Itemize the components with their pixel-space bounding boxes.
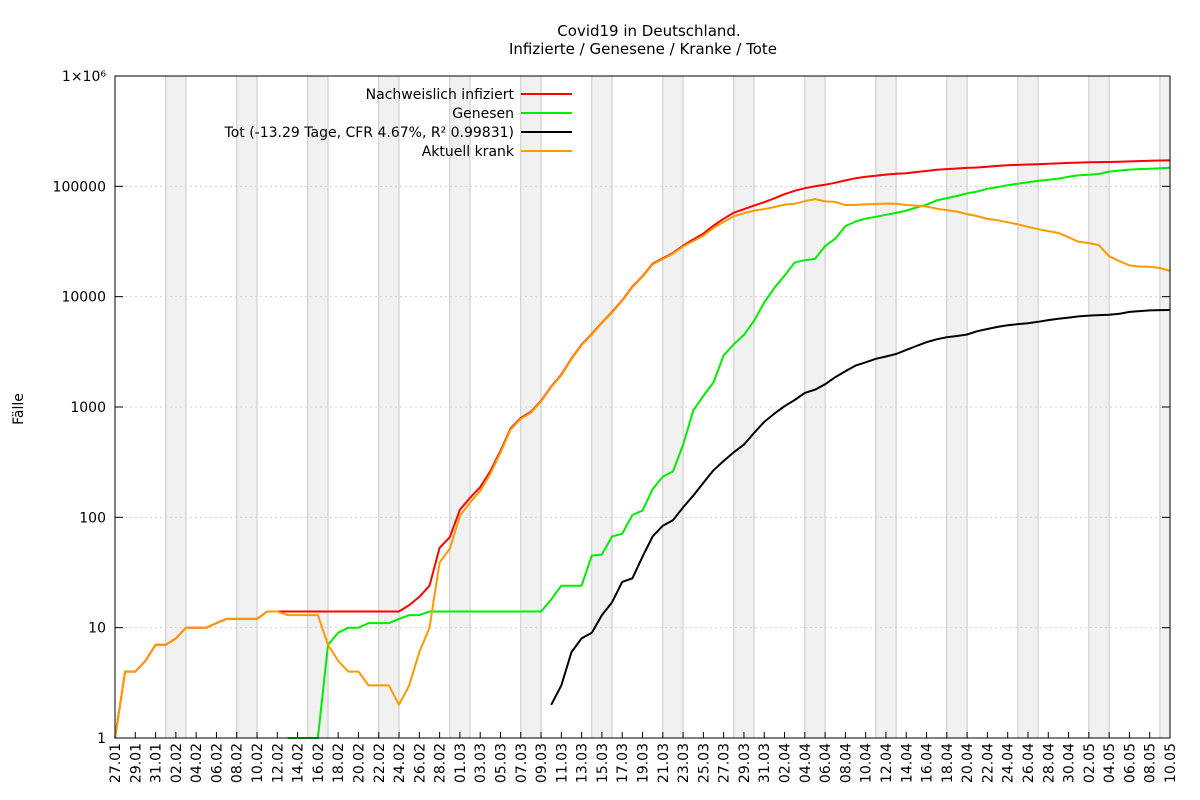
weekend-band	[1088, 76, 1110, 738]
y-tick-label: 10000	[61, 290, 106, 306]
x-tick-label: 27.03	[717, 743, 733, 783]
weekend-band	[804, 76, 826, 738]
x-tick-label: 02.04	[778, 743, 794, 783]
x-tick-label: 08.04	[838, 743, 854, 783]
x-tick-label: 14.02	[291, 743, 307, 783]
x-tick-label: 04.05	[1102, 743, 1118, 783]
x-tick-label: 04.04	[798, 743, 814, 783]
x-tick-label: 19.03	[636, 743, 652, 783]
x-tick-label: 16.04	[920, 743, 936, 783]
weekend-band	[1017, 76, 1039, 738]
x-tick-label: 22.04	[980, 743, 996, 783]
y-tick-label: 10	[88, 621, 106, 637]
legend-label-2: Tot (-13.29 Tage, CFR 4.67%, R² 0.99831)	[224, 125, 514, 141]
y-grid	[115, 75, 1170, 739]
x-tick-label: 26.04	[1021, 743, 1037, 783]
x-tick-label: 12.04	[879, 743, 895, 783]
x-tick-label: 23.03	[676, 743, 692, 783]
y-tick-label: 100	[79, 510, 106, 526]
x-tick-label: 14.04	[899, 743, 915, 783]
x-tick-label: 07.03	[514, 743, 530, 783]
x-tick-label: 10.02	[250, 743, 266, 783]
y-axis-label: Fälle	[11, 393, 27, 425]
x-tick-label: 27.01	[108, 743, 124, 783]
x-tick-label: 08.02	[230, 743, 246, 783]
x-tick-label: 28.04	[1041, 743, 1057, 783]
x-tick-label: 24.02	[392, 743, 408, 783]
x-tick-label: 13.03	[575, 743, 591, 783]
x-tick-label: 01.03	[453, 743, 469, 783]
x-tick-label: 31.01	[149, 743, 165, 783]
weekend-band	[378, 76, 400, 738]
series-lines	[114, 159, 1171, 739]
x-tick-label: 15.03	[595, 743, 611, 783]
x-tick-label: 11.03	[554, 743, 570, 783]
x-tick-label: 26.02	[412, 743, 428, 783]
x-tick-label: 31.03	[757, 743, 773, 783]
x-tick-label: 17.03	[615, 743, 631, 783]
chart-title: Covid19 in Deutschland.	[557, 22, 740, 40]
series-line-0	[114, 159, 1171, 739]
y-tick-label: 100000	[53, 179, 106, 195]
x-tick-label: 02.02	[169, 743, 185, 783]
weekend-band	[449, 76, 471, 738]
x-tick-label: 29.01	[128, 743, 144, 783]
legend: Nachweislich infiziert Genesen Tot (-13.29…	[224, 87, 572, 160]
series-line-1	[287, 166, 1171, 739]
x-tick-label: 06.02	[209, 743, 225, 783]
legend-label-3: Aktuell krank	[422, 144, 515, 160]
plot-frame	[114, 75, 1171, 739]
weekend-band	[307, 76, 329, 738]
legend-label-1: Genesen	[452, 106, 514, 122]
x-tick-label: 28.02	[433, 743, 449, 783]
x-tick-label: 25.03	[696, 743, 712, 783]
chart-subtitle: Infizierte / Genesene / Kranke / Tote	[509, 40, 777, 58]
series-line-3	[114, 198, 1171, 739]
x-tick-label: 10.04	[859, 743, 875, 783]
x-tick-label: 16.02	[311, 743, 327, 783]
y-tick-label: 1000	[70, 400, 106, 416]
legend-label-0: Nachweislich infiziert	[366, 87, 515, 103]
x-tick-label: 06.05	[1122, 743, 1138, 783]
weekend-band	[733, 76, 755, 738]
series-line-2	[550, 309, 1171, 706]
y-ticks: 1 10 100 1000 10000 100000 1×10⁶	[53, 69, 1170, 747]
x-tick-label: 02.05	[1082, 743, 1098, 783]
x-tick-label: 30.04	[1062, 743, 1078, 783]
x-tick-label: 08.05	[1143, 743, 1159, 783]
x-tick-label: 10.05	[1163, 743, 1179, 783]
x-tick-label: 24.04	[1001, 743, 1017, 783]
x-tick-label: 18.04	[940, 743, 956, 783]
x-tick-label: 22.02	[372, 743, 388, 783]
x-tick-label: 29.03	[737, 743, 753, 783]
y-tick-label: 1×10⁶	[62, 69, 106, 85]
x-tick-label: 09.03	[534, 743, 550, 783]
x-tick-label: 21.03	[656, 743, 672, 783]
x-tick-label: 18.02	[331, 743, 347, 783]
x-ticks: 27.01 29.01 31.01 02.02 04.02 06.02 08.02 10.02…	[108, 732, 1179, 783]
x-tick-label: 03.03	[473, 743, 489, 783]
weekend-band	[662, 76, 684, 738]
y-tick-label: 1	[97, 731, 106, 747]
x-tick-label: 12.02	[270, 743, 286, 783]
x-tick-label: 20.02	[351, 743, 367, 783]
x-tick-label: 04.02	[189, 743, 205, 783]
x-tick-label: 05.03	[493, 743, 509, 783]
x-tick-label: 06.04	[818, 743, 834, 783]
x-tick-label: 20.04	[960, 743, 976, 783]
